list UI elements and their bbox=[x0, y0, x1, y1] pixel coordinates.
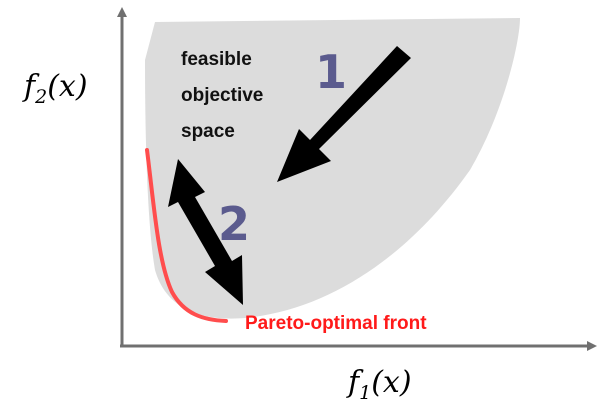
step-2-number: 2 bbox=[218, 197, 250, 251]
y-axis-label: f2(x) bbox=[22, 69, 88, 108]
step-1-number: 1 bbox=[315, 45, 347, 99]
pareto-front-curve bbox=[145, 148, 228, 323]
region-label-line-1: feasible bbox=[181, 49, 252, 70]
step-1-arrow-icon bbox=[277, 46, 411, 182]
pareto-front-label: Pareto-optimal front bbox=[245, 313, 427, 334]
feasible-region bbox=[145, 18, 520, 319]
region-label-line-2: objective bbox=[181, 85, 263, 106]
x-axis-label: f1(x) bbox=[346, 365, 412, 404]
step-2-double-arrow-icon bbox=[168, 159, 243, 305]
region-label-line-3: space bbox=[181, 121, 235, 142]
